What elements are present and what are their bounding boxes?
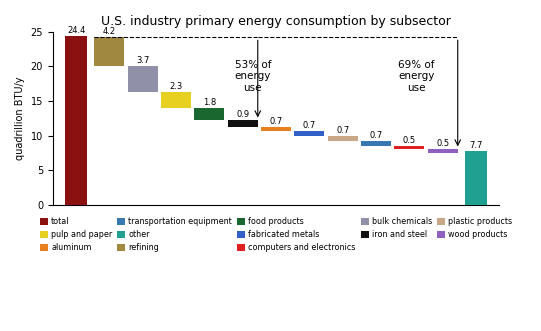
Text: 1.8: 1.8 (203, 98, 216, 107)
Text: 0.7: 0.7 (370, 131, 382, 140)
Bar (294, 131, 325, 136)
Text: 0.5: 0.5 (436, 139, 450, 148)
Legend: total, pulp and paper, aluminum, transportation equipment, other, refining, food: total, pulp and paper, aluminum, transpo… (40, 217, 512, 252)
Bar (128, 67, 158, 92)
Text: 0.9: 0.9 (236, 110, 249, 119)
Bar (194, 108, 225, 120)
Title: U.S. industry primary energy consumption by subsector: U.S. industry primary energy consumption… (101, 15, 451, 28)
Text: 69% of
energy
use: 69% of energy use (398, 60, 434, 93)
Text: 0.5: 0.5 (403, 136, 416, 145)
Bar (394, 146, 424, 149)
Text: 3.7: 3.7 (136, 57, 149, 66)
Bar (261, 126, 291, 131)
Text: 53% of
energy
use: 53% of energy use (234, 60, 271, 93)
Text: 2.3: 2.3 (169, 82, 183, 91)
Bar (95, 37, 124, 67)
Bar (65, 36, 87, 205)
Text: 0.7: 0.7 (303, 121, 316, 130)
Bar (465, 151, 487, 205)
Text: 7.7: 7.7 (470, 141, 483, 150)
Bar (428, 149, 458, 153)
Text: 0.7: 0.7 (269, 117, 283, 125)
Bar (328, 136, 358, 141)
Text: 4.2: 4.2 (103, 27, 116, 36)
Bar (228, 120, 258, 126)
Text: 24.4: 24.4 (67, 26, 85, 35)
Text: 0.7: 0.7 (336, 126, 349, 135)
Bar (361, 141, 391, 146)
Y-axis label: quadrillion BTU/y: quadrillion BTU/y (15, 76, 25, 160)
Bar (161, 92, 191, 108)
